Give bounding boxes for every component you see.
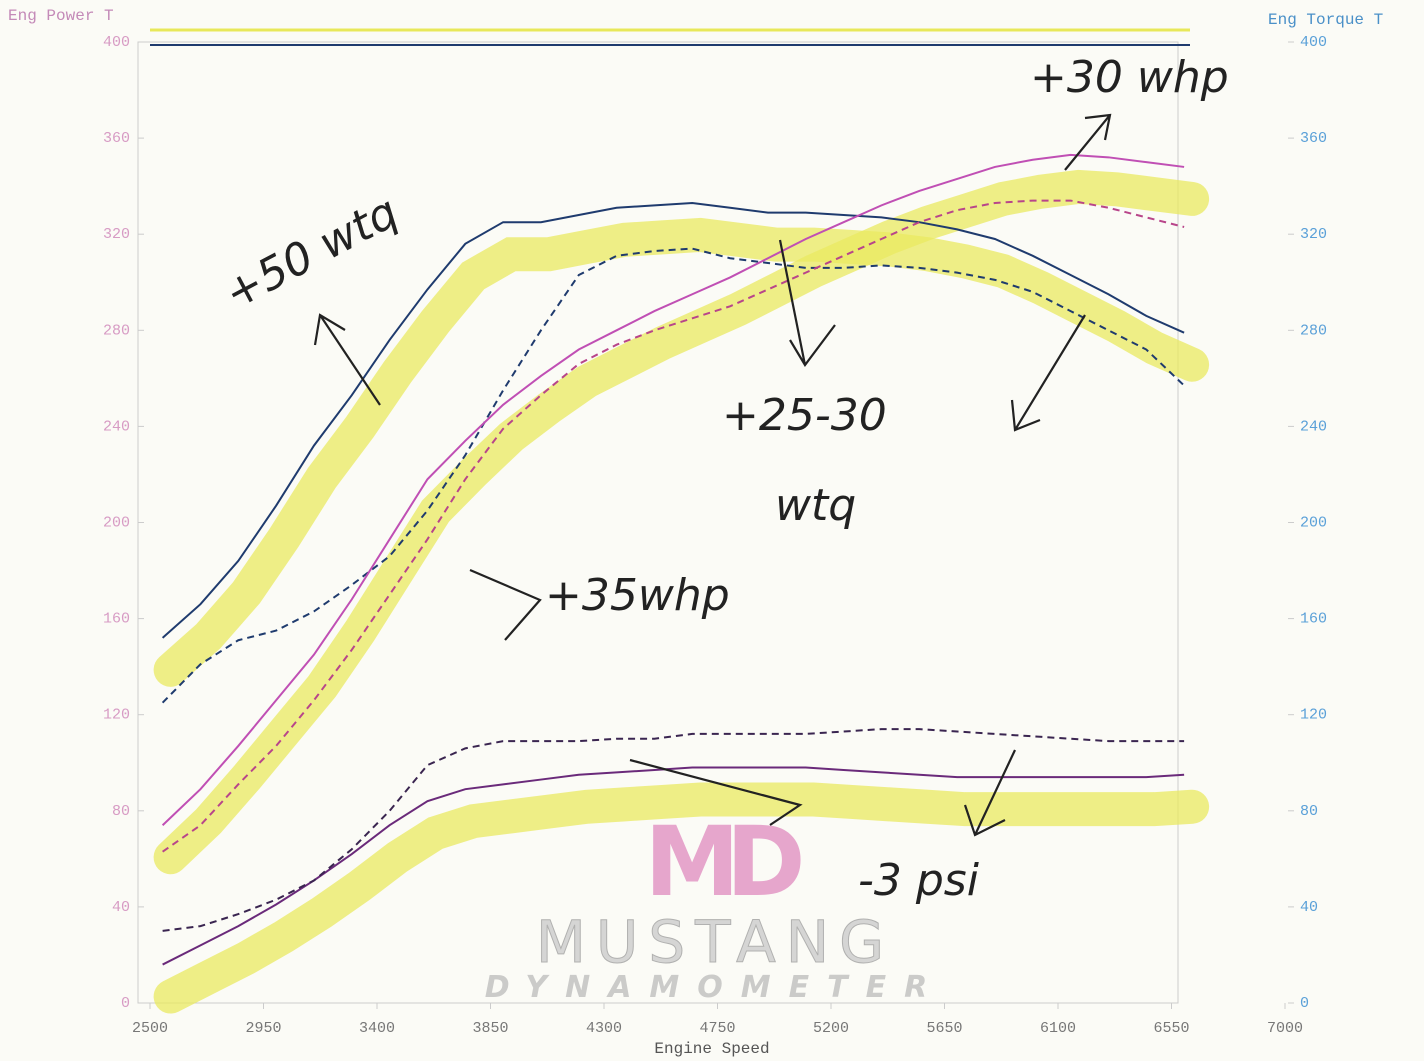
x-tick-label: 4300 (586, 1020, 622, 1037)
y-tick-label: 200 (103, 514, 130, 531)
highlight (153, 782, 1210, 1014)
plot-area: 0 40 80 120 160 200 240 280 320 360 400 0 40 80 120 160… (103, 28, 1327, 1037)
series-line (161, 153, 1185, 826)
y-axis-title: Eng Power T (8, 7, 114, 25)
annotation: +25-30 (722, 390, 887, 441)
y2-tick-label: 80 (1300, 803, 1318, 820)
series-line (161, 247, 1185, 704)
logo-mark: MD (644, 806, 801, 918)
annotation: +30 whp (1030, 52, 1229, 103)
x-tick-label: 3400 (359, 1020, 395, 1037)
series-line (162, 766, 1185, 966)
series-line (161, 201, 1185, 639)
x-tick-label: 2500 (132, 1020, 168, 1037)
x-tick-label: 7000 (1267, 1020, 1303, 1037)
y2-tick-label: 120 (1300, 707, 1327, 724)
y2-tick-label: 280 (1300, 322, 1327, 339)
highlight (153, 169, 1210, 875)
y2-tick-label: 400 (1300, 34, 1327, 51)
arrow (963, 749, 1016, 837)
arrow (778, 239, 836, 367)
annotation: +35whp (545, 570, 730, 621)
x-tick-label: 6550 (1153, 1020, 1189, 1037)
x-tick-label: 3850 (472, 1020, 508, 1037)
logo: MD MUSTANG DYNAMOMETER (485, 806, 945, 1005)
y-tick-label: 40 (112, 899, 130, 916)
logo-sub: DYNAMOMETER (485, 970, 945, 1005)
y-tick-label: 160 (103, 611, 130, 628)
y-tick-label: 120 (103, 707, 130, 724)
arrow (1064, 113, 1112, 171)
y2-tick-label: 240 (1300, 418, 1327, 435)
y-tick-label: 0 (121, 995, 130, 1012)
x-axis-title: Engine Speed (654, 1040, 769, 1058)
y-tick-label: 400 (103, 34, 130, 51)
y2-tick-label: 360 (1300, 130, 1327, 147)
y2-tick-label: 160 (1300, 611, 1327, 628)
y-tick-label: 320 (103, 226, 130, 243)
x-tick-label: 4750 (699, 1020, 735, 1037)
highlight (153, 217, 1210, 687)
annotation: wtq (775, 480, 856, 531)
y-tick-label: 240 (103, 418, 130, 435)
x-tick-label: 6100 (1040, 1020, 1076, 1037)
arrow (313, 313, 381, 406)
x-tick-label: 5200 (813, 1020, 849, 1037)
y2-tick-label: 320 (1300, 226, 1327, 243)
arrow (629, 758, 803, 826)
y-tick-label: 280 (103, 322, 130, 339)
series-line (162, 728, 1185, 932)
y2-tick-label: 200 (1300, 514, 1327, 531)
y2-axis-title: Eng Torque T (1268, 11, 1383, 29)
y-tick-label: 80 (112, 803, 130, 820)
y2-tick-label: 0 (1300, 995, 1309, 1012)
annotation: -3 psi (858, 855, 980, 906)
arrow (1010, 314, 1086, 432)
series-line (162, 199, 1185, 853)
arrow (469, 568, 542, 641)
x-tick-label: 2950 (245, 1020, 281, 1037)
y2-tick-label: 40 (1300, 899, 1318, 916)
y-tick-label: 360 (103, 130, 130, 147)
logo-name: MUSTANG (536, 908, 894, 976)
x-tick-label: 5650 (926, 1020, 962, 1037)
